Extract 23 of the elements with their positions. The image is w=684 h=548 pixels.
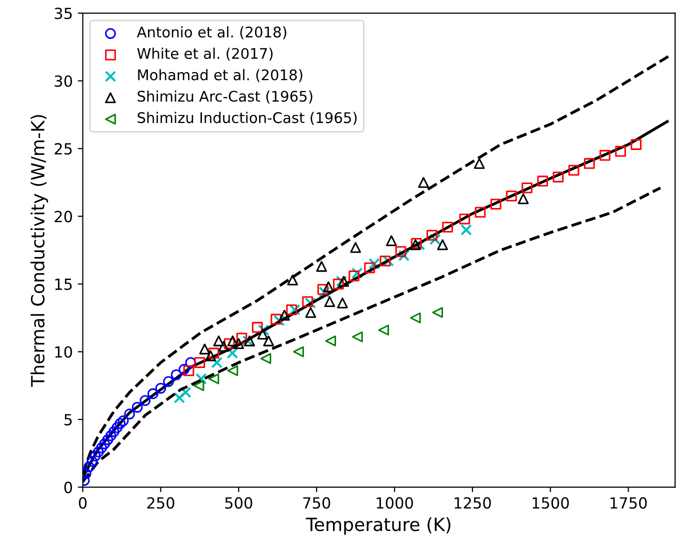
x-tick-label: 750 xyxy=(303,497,330,509)
legend-label: Antonio et al. (2018) xyxy=(136,26,286,40)
y-tick-label: 10 xyxy=(55,346,72,358)
y-tick-label: 0 xyxy=(64,482,72,494)
x-tick-label: 1500 xyxy=(532,497,569,509)
x-tick-label: 1250 xyxy=(454,497,491,509)
x-tick-label: 500 xyxy=(225,497,252,509)
y-tick-label: 5 xyxy=(64,414,72,426)
x-tick-label: 0 xyxy=(78,497,87,509)
x-tick-label: 1000 xyxy=(376,497,413,509)
y-tick-label: 20 xyxy=(54,210,72,222)
x-tick-label: 250 xyxy=(147,497,174,509)
y-tick-label: 25 xyxy=(54,143,72,155)
y-axis-title: Thermal Conductivity (W/m-K) xyxy=(30,115,48,387)
legend-label: Shimizu Induction-Cast (1965) xyxy=(138,112,357,125)
legend-label: Shimizu Arc-Cast (1965) xyxy=(138,90,312,104)
x-tick-label: 1750 xyxy=(610,497,647,509)
legend-label: White et al. (2017) xyxy=(137,48,273,61)
legend-label: Mohamad et al. (2018) xyxy=(138,69,302,82)
x-axis-title: Temperature (K) xyxy=(306,517,450,535)
y-tick-label: 15 xyxy=(55,278,72,290)
y-tick-label: 30 xyxy=(54,75,72,87)
y-tick-label: 35 xyxy=(54,8,72,20)
